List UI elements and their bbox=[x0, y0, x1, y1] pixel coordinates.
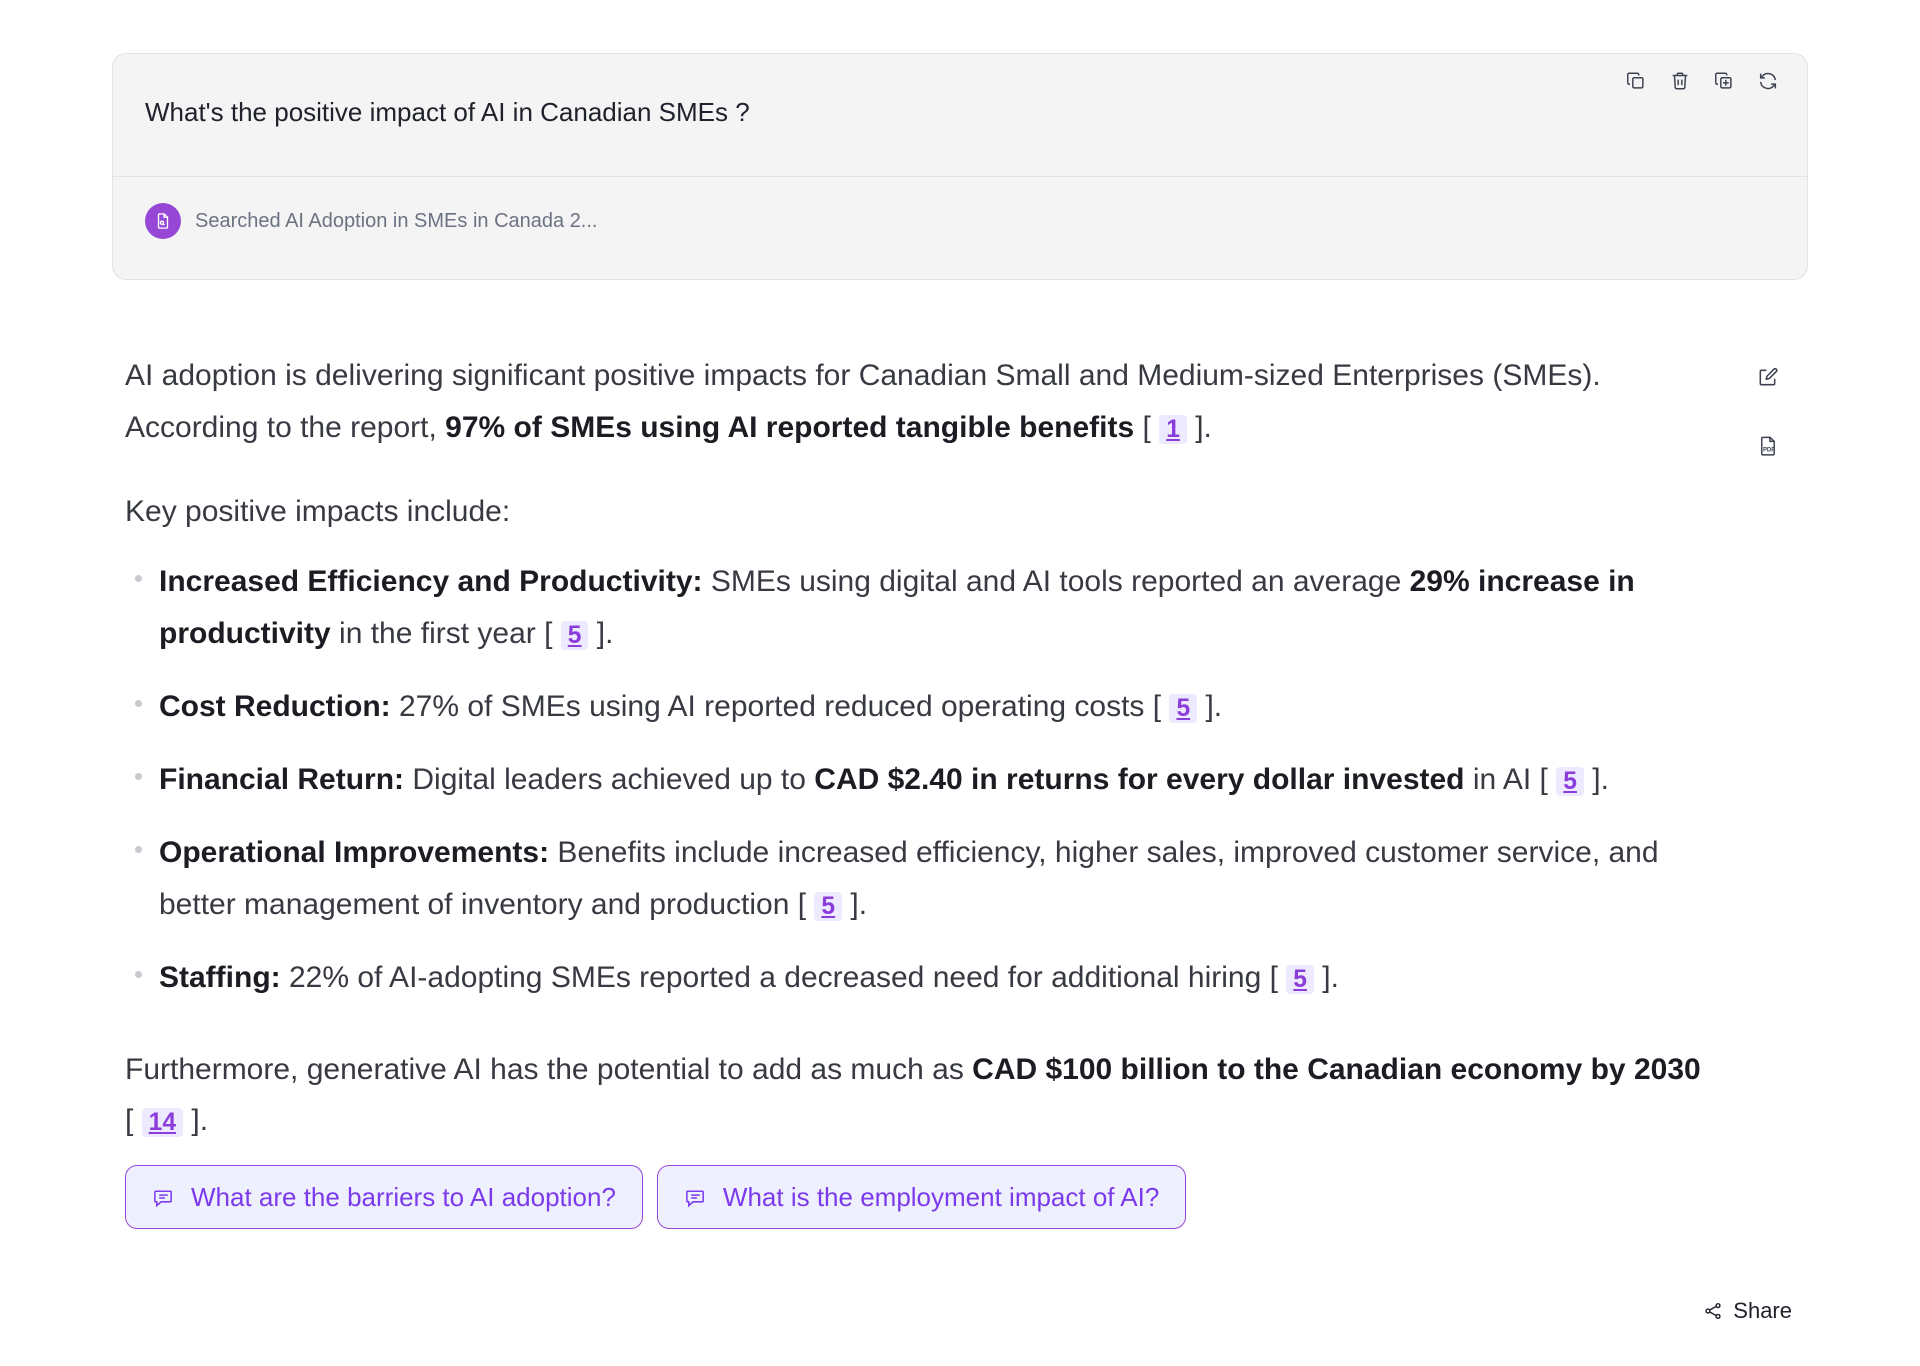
svg-text:PDF: PDF bbox=[1763, 447, 1775, 453]
